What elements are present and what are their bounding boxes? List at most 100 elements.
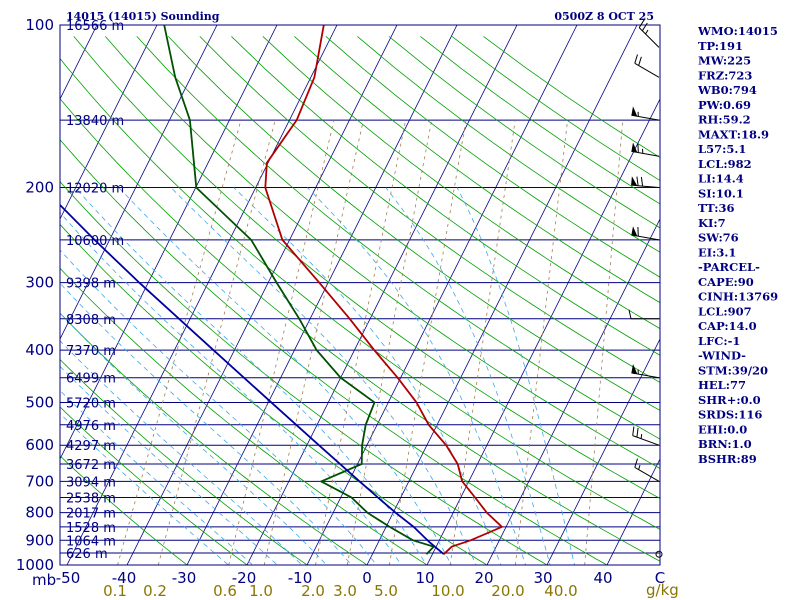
dry-adiabat-line xyxy=(60,98,660,562)
index-row: HEL:77 xyxy=(698,378,746,392)
index-row: LI:14.4 xyxy=(698,172,744,186)
wind-full-barb xyxy=(640,176,644,187)
temperature-tick-label: -10 xyxy=(288,569,313,587)
moist-adiabat-line xyxy=(60,389,254,565)
mixing-ratio-tick-labels: 0.1 0.2 0.6 1.0 2.0 3.0 5.0 10.0 20.0 40.0 xyxy=(103,582,578,600)
moist-adiabat-line xyxy=(60,282,353,565)
index-row: WB0:794 xyxy=(697,83,757,97)
stability-indices: WMO:14015TP:191MW:225FRZ:723WB0:794PW:0.… xyxy=(697,24,778,466)
wind-staff xyxy=(631,184,660,189)
index-row: SHR+:0.0 xyxy=(698,393,761,407)
pressure-tick-label: 500 xyxy=(25,393,54,411)
dry-adiabat-line xyxy=(262,36,660,330)
height-label: 3672 m xyxy=(66,458,116,473)
dry-adiabat-line xyxy=(60,57,660,530)
height-label: 6499 m xyxy=(66,372,116,387)
dry-adiabat-line xyxy=(294,36,660,304)
height-label: 9398 m xyxy=(66,277,116,292)
temperature-tick-label: -40 xyxy=(112,569,137,587)
wind-pennant xyxy=(631,106,638,117)
temperature-tick-label: 20 xyxy=(474,569,493,587)
dry-adiabat-line xyxy=(60,406,248,565)
index-row: STM:39/20 xyxy=(698,363,768,377)
moist-adiabat-line xyxy=(233,187,502,565)
height-label: 16566 m xyxy=(66,19,124,34)
chart-title: 14015 (14015) Sounding xyxy=(66,10,220,23)
height-label: 13840 m xyxy=(66,114,124,129)
temperature-tick-labels: -50 -40 -30 -20 -10 0 10 20 30 40 C xyxy=(56,569,665,587)
index-row: MAXT:18.9 xyxy=(698,127,769,141)
wind-full-barb xyxy=(634,458,638,468)
index-row: TP:191 xyxy=(698,39,743,53)
mixing-ratio-tick-label: 3.0 xyxy=(333,582,357,600)
height-labels: 16566 m 13840 m 12020 m 10600 m 9398 m 8308 m… xyxy=(66,19,124,562)
height-label: 8308 m xyxy=(66,313,116,328)
mixing-ratio-tick-label: 40.0 xyxy=(544,582,577,600)
wind-barb xyxy=(632,426,660,446)
index-row: PW:0.69 xyxy=(698,98,751,112)
parcel-trace xyxy=(60,203,445,555)
mixing-ratio-tick-label: 0.1 xyxy=(103,582,127,600)
pressure-tick-label: 100 xyxy=(25,16,54,34)
sounding-traces xyxy=(60,25,504,555)
wind-full-barb xyxy=(638,19,645,28)
index-row: EI:3.1 xyxy=(698,245,736,259)
height-label: 1064 m xyxy=(66,534,116,549)
index-row: BSHR:89 xyxy=(698,452,757,466)
index-row: FRZ:723 xyxy=(698,68,752,82)
temperature-tick-label: 40 xyxy=(593,569,612,587)
isotherm-line xyxy=(606,458,660,565)
isotherm-line xyxy=(60,25,278,460)
wind-full-barb xyxy=(632,426,635,436)
wind-pennant xyxy=(631,226,638,237)
temperature-tick-label: -50 xyxy=(56,569,81,587)
height-label: 12020 m xyxy=(66,182,124,197)
index-row: WMO:14015 xyxy=(697,24,778,38)
moist-adiabat-line xyxy=(75,187,427,565)
wind-pennant xyxy=(631,364,638,374)
pressure-tick-label: 600 xyxy=(25,436,54,454)
index-row: MW:225 xyxy=(698,54,751,68)
height-label: 10600 m xyxy=(66,234,124,249)
height-label: 3094 m xyxy=(66,475,116,490)
dry-adiabat-line xyxy=(73,36,660,499)
wind-barb xyxy=(631,364,660,379)
wind-full-barb xyxy=(636,176,639,186)
wind-full-barb xyxy=(634,54,638,64)
index-row: CINH:13769 xyxy=(698,290,778,304)
temperature-tick-label: 0 xyxy=(362,569,372,587)
isotherm-line xyxy=(126,25,398,565)
moist-adiabat-line xyxy=(60,340,303,565)
wind-full-barb xyxy=(641,22,648,31)
height-label: 2017 m xyxy=(66,507,116,522)
index-row: LFC:-1 xyxy=(698,334,740,348)
index-row: SI:10.1 xyxy=(698,186,744,200)
wind-half-barb xyxy=(640,434,643,439)
isotherm-line xyxy=(60,25,218,340)
isotherm-line xyxy=(60,25,158,220)
wind-pennant xyxy=(631,142,638,153)
height-label: 626 m xyxy=(66,547,108,562)
index-row: CAPE:90 xyxy=(698,275,754,289)
moist-adiabat-line xyxy=(60,312,328,565)
mixing-ratio-tick-label: 10.0 xyxy=(431,582,464,600)
pressure-tick-label: 800 xyxy=(25,504,54,522)
wind-pennant xyxy=(631,176,638,186)
index-row: BRN:1.0 xyxy=(698,437,752,451)
mixing-ratio-tick-label: 0.6 xyxy=(213,582,237,600)
wind-full-barb xyxy=(636,427,639,438)
height-label: 5720 m xyxy=(66,396,116,411)
pressure-tick-label: 400 xyxy=(25,341,54,359)
dry-adiabat-line xyxy=(60,223,488,565)
isotherm-line xyxy=(486,218,660,565)
mixing-ratio-tick-label: 20.0 xyxy=(491,582,524,600)
wind-staff xyxy=(638,27,660,48)
chart-time: 0500Z 8 OCT 25 xyxy=(554,10,654,23)
height-label: 2538 m xyxy=(66,492,116,507)
index-row: CAP:14.0 xyxy=(698,319,757,333)
wind-barbs xyxy=(628,19,663,558)
moist-adiabat-line xyxy=(307,187,527,565)
mixing-ratio-line xyxy=(263,120,364,565)
mixing-ratio-line xyxy=(449,120,516,565)
